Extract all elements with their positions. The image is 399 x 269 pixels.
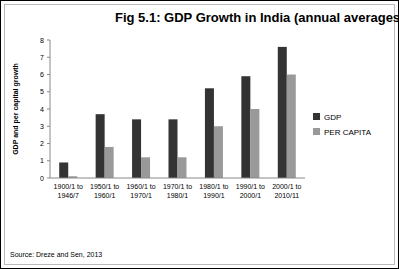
inner-border <box>5 5 395 265</box>
x-tick-label: 1960/1 to 1970/1 <box>126 183 155 199</box>
x-tick-label: 1900/1 to 1946/7 <box>54 183 83 199</box>
x-tick-label-line: 2000/1 to <box>272 183 301 190</box>
x-tick-label-line: 2010/11 <box>274 192 299 199</box>
x-tick-label: 1980/1 to 1990/1 <box>199 183 228 199</box>
y-tick-label: 6 <box>40 71 44 78</box>
bars <box>59 47 296 178</box>
y-tick-label: 2 <box>40 140 44 147</box>
x-tick-label-line: 1946/7 <box>58 192 80 199</box>
x-tick-label-line: 1980/1 <box>167 192 189 199</box>
x-tick-label-line: 2000/1 <box>240 192 262 199</box>
x-tick-label-line: 1950/1 to <box>90 183 119 190</box>
bar <box>214 126 223 178</box>
bar <box>169 119 178 178</box>
bar <box>105 147 114 178</box>
x-tick-label-line: 1970/1 to <box>163 183 192 190</box>
legend-swatch <box>313 128 320 135</box>
x-tick-label: 1970/1 to 1980/1 <box>163 183 192 199</box>
x-tick-label-line: 1960/1 <box>94 192 116 199</box>
bar <box>205 88 214 178</box>
bar <box>132 119 141 178</box>
bar <box>287 75 296 179</box>
bar <box>241 76 250 178</box>
outer-border <box>1 1 399 269</box>
legend-swatch <box>313 113 320 120</box>
y-tick-label: 3 <box>40 123 44 130</box>
y-tick-label: 1 <box>40 157 44 164</box>
x-tick-label: 2000/1 to 2010/11 <box>272 183 301 199</box>
bar <box>96 114 105 178</box>
x-tick-label-line: 1900/1 to <box>54 183 83 190</box>
y-axis-label: GDP and per capital growth <box>12 63 20 155</box>
x-tick-label: 1950/1 to 1960/1 <box>90 183 119 199</box>
source: Source: Dreze and Sen, 2013 <box>10 251 102 258</box>
bar <box>59 162 68 178</box>
x-tick-label: 1990/1 to 2000/1 <box>236 183 265 199</box>
y-tick-label: 7 <box>40 54 44 61</box>
x-tick-label-line: 1980/1 to <box>199 183 228 190</box>
legend-label: PER CAPITA <box>324 128 372 137</box>
y-tick-label: 5 <box>40 88 44 95</box>
x-tick-label-line: 1960/1 to <box>126 183 155 190</box>
x-axis <box>50 178 305 179</box>
bar <box>278 47 287 178</box>
chart: Fig 5.1: GDP Growth in India (annual ave… <box>0 0 399 269</box>
y-tick-label: 0 <box>40 175 44 182</box>
x-tick-label-line: 1990/1 <box>203 192 225 199</box>
y-tick-label: 4 <box>40 106 44 113</box>
x-tick-label-line: 1990/1 to <box>236 183 265 190</box>
bar <box>178 157 187 178</box>
title: Fig 5.1: GDP Growth in India (annual ave… <box>115 10 399 25</box>
bar <box>250 109 259 178</box>
y-tick-label: 8 <box>40 37 44 44</box>
bar <box>141 157 150 178</box>
y-axis <box>50 40 51 178</box>
legend-label: GDP <box>324 113 341 122</box>
x-tick-label-line: 1970/1 <box>130 192 152 199</box>
